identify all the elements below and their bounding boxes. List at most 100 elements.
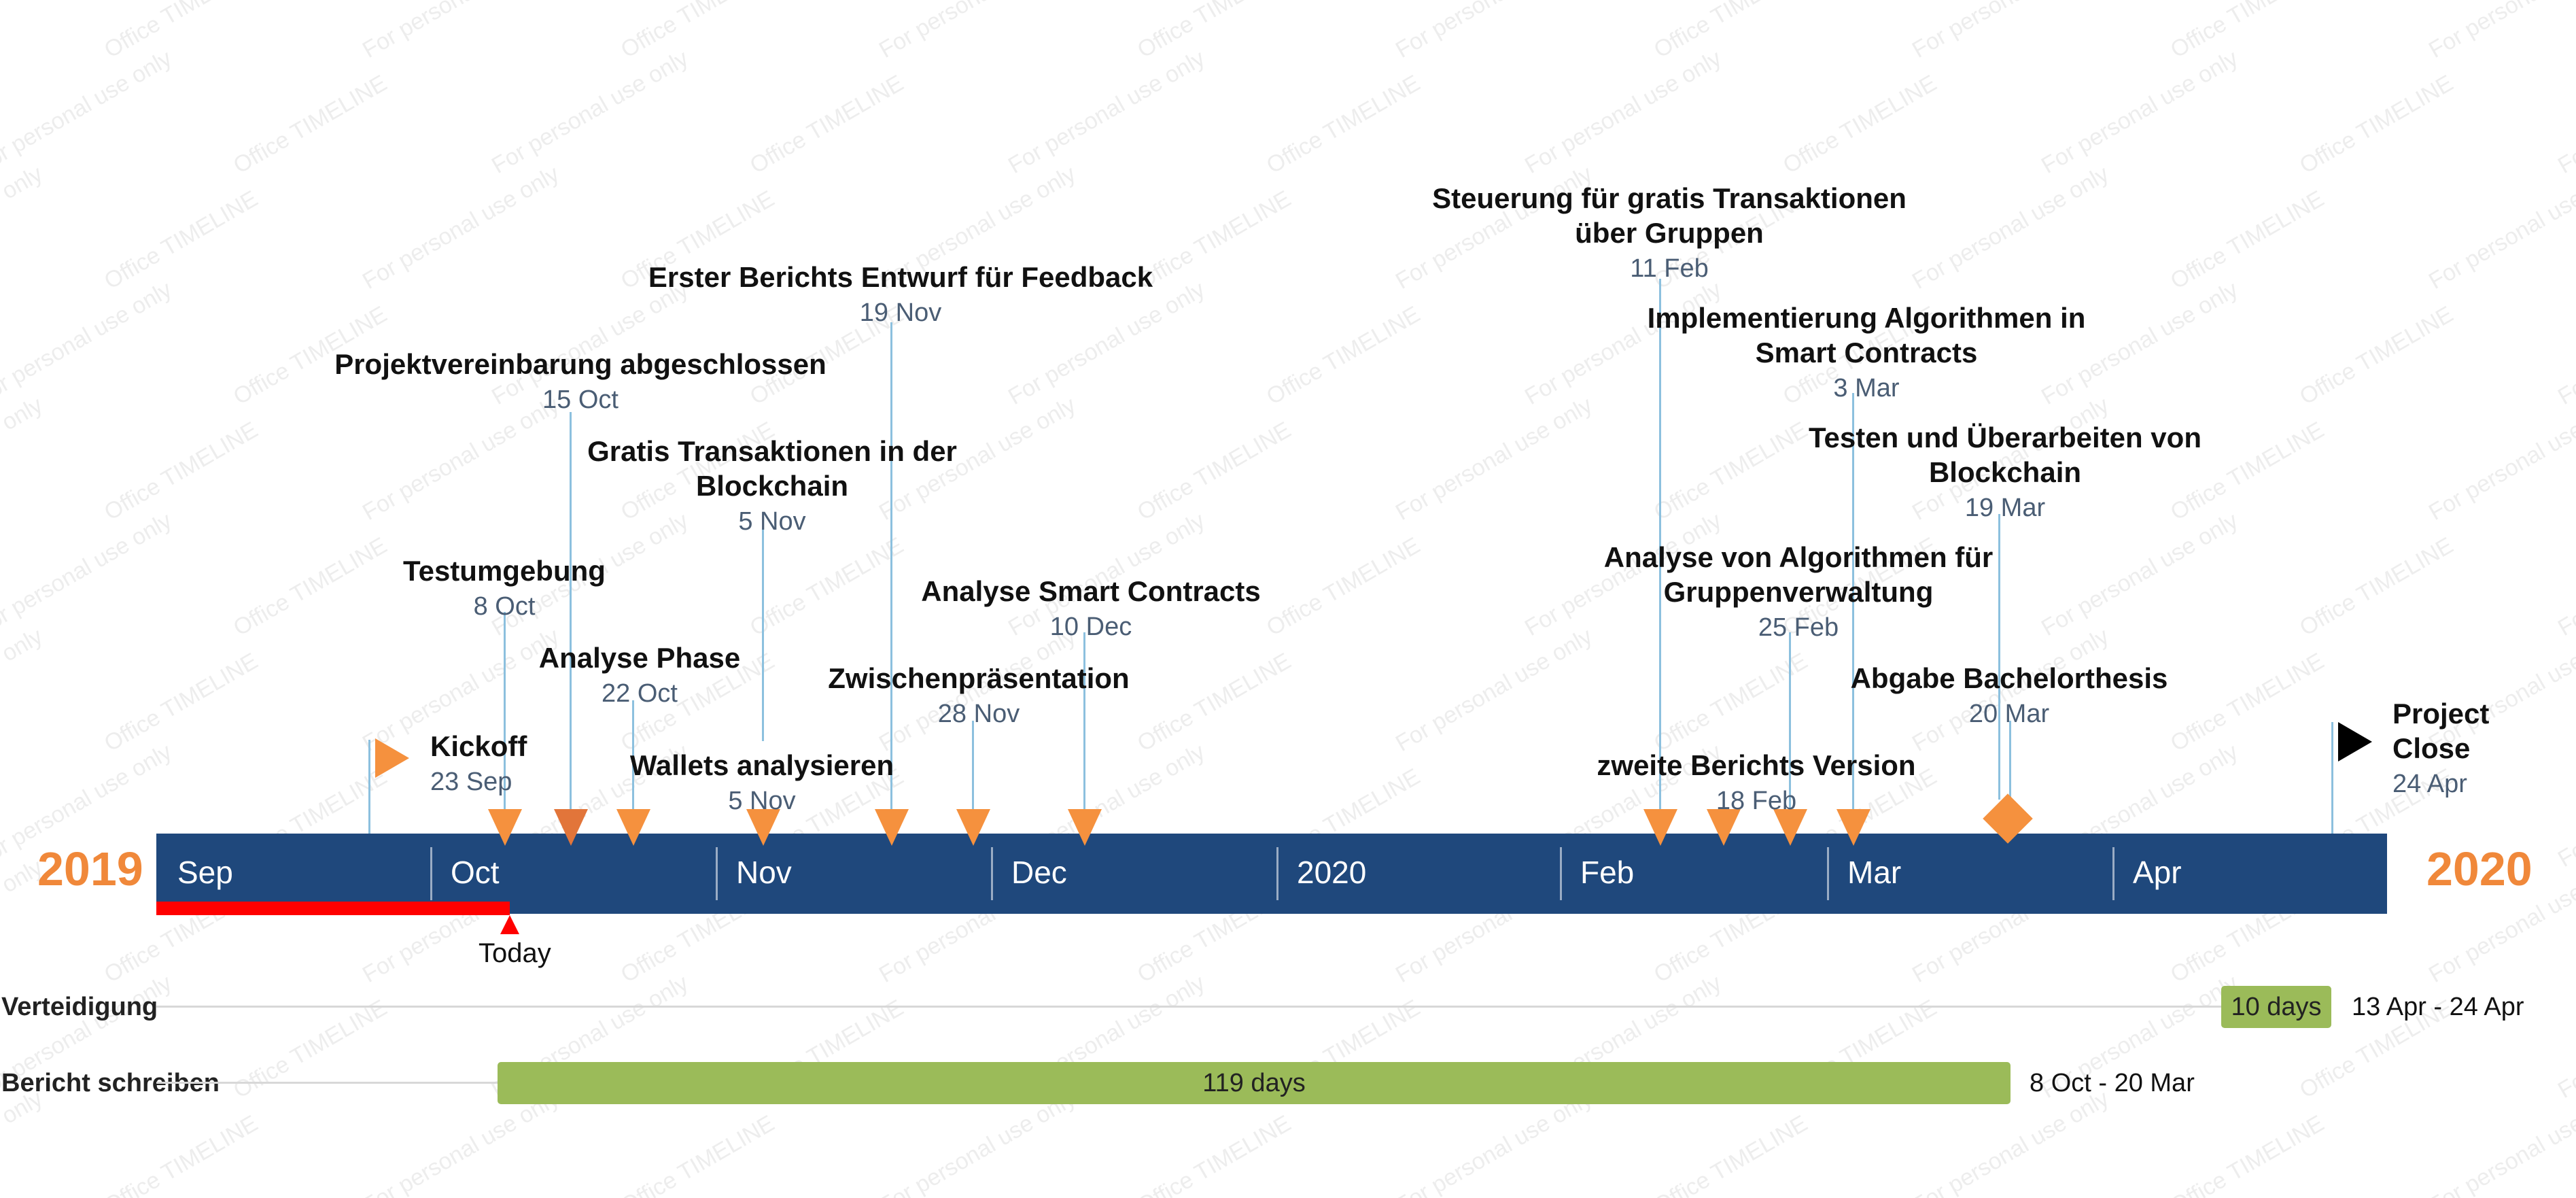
milestone-wallets-analysieren: Wallets analysieren 5 Nov xyxy=(592,748,932,817)
milestone-connector xyxy=(1083,632,1085,809)
milestone-connector xyxy=(1852,393,1854,809)
milestone-testen-ueberarbeiten: Testen und Überarbeiten von Blockchain 1… xyxy=(1767,420,2243,524)
milestone-analyse-algorithmen: Analyse von Algorithmen für Gruppenverwa… xyxy=(1561,540,2036,644)
month-label-2020: 2020 xyxy=(1297,855,1367,890)
month-label-nov: Nov xyxy=(736,855,792,890)
watermark-text: For personal use only xyxy=(1520,45,1726,179)
milestone-title: Abgabe Bachelorthesis xyxy=(1850,662,2168,694)
watermark-text: Office TIMELINE xyxy=(1779,70,1941,179)
milestone-connector xyxy=(2009,721,2011,800)
milestone-implementierung-algorithmen: Implementierung Algorithmen in Smart Con… xyxy=(1608,301,2125,405)
milestone-connector xyxy=(1789,632,1791,809)
watermark-text: Office TIMELINE xyxy=(1262,70,1425,179)
today-progress-bar xyxy=(156,902,510,915)
watermark-text: Office TIMELINE xyxy=(100,1110,262,1198)
milestone-triangle-icon xyxy=(1643,809,1677,846)
milestone-date: 11 Feb xyxy=(1630,254,1709,284)
month-separator xyxy=(716,847,718,900)
month-label-mar: Mar xyxy=(1847,855,1902,890)
milestone-title: Project Close xyxy=(2392,698,2490,765)
task-range-bericht-schreiben: 8 Oct - 20 Mar xyxy=(2030,1069,2195,1097)
milestone-date: 19 Nov xyxy=(859,298,942,328)
month-separator xyxy=(1276,847,1278,900)
watermark-text: For personal use only xyxy=(0,0,48,64)
watermark-text: Office TIMELINE xyxy=(229,70,391,179)
milestone-date: 20 Mar xyxy=(1968,700,2050,729)
watermark-text: Office TIMELINE xyxy=(2166,1110,2329,1198)
watermark-text: For personal use only xyxy=(1908,0,2114,64)
task-bar-bericht-schreiben: 119 days xyxy=(498,1062,2011,1104)
watermark-text: For personal use only xyxy=(2424,0,2576,64)
milestone-triangle-icon xyxy=(746,809,780,846)
month-separator xyxy=(1560,847,1562,900)
milestone-triangle-icon xyxy=(1837,809,1870,846)
watermark-text: Office TIMELINE xyxy=(616,1110,779,1198)
timescale-bar: Sep Oct Nov Dec 2020 Feb Mar Apr xyxy=(156,834,2387,914)
milestone-zweite-berichts-version: zweite Berichts Version 18 Feb xyxy=(1546,748,1967,817)
milestone-date: 15 Oct xyxy=(542,386,619,415)
watermark-text: Office TIMELINE xyxy=(1133,648,1295,757)
milestone-triangle-icon xyxy=(1068,809,1102,846)
today-marker-icon xyxy=(500,915,519,934)
task-name-verteidigung: Verteidigung xyxy=(1,993,158,1021)
watermark-text: Office TIMELINE xyxy=(100,186,262,294)
watermark-text: Office TIMELINE xyxy=(1262,301,1425,410)
watermark-text: For personal use only xyxy=(2424,1086,2576,1198)
milestone-steuerung-gruppen: Steuerung für gratis Transaktionen über … xyxy=(1397,181,1941,285)
milestone-connector xyxy=(1998,514,2000,800)
milestone-date: 18 Feb xyxy=(1716,787,1797,816)
watermark-text: For personal use only xyxy=(0,160,48,294)
milestone-connector xyxy=(504,612,506,809)
watermark-text: For personal use only xyxy=(2554,508,2576,641)
milestone-connector xyxy=(1659,279,1661,809)
watermark-text: Office TIMELINE xyxy=(100,417,262,526)
watermark-text: For personal use only xyxy=(2424,392,2576,526)
watermark-text: For personal use only xyxy=(358,160,564,294)
milestone-title: Erster Berichts Entwurf für Feedback xyxy=(648,261,1153,293)
milestone-title: Implementierung Algorithmen in Smart Con… xyxy=(1647,302,2086,369)
watermark-text: Office TIMELINE xyxy=(1133,0,1295,63)
watermark-text: For personal use only xyxy=(487,45,693,179)
watermark-text: For personal use only xyxy=(2424,161,2576,294)
watermark-text: Office TIMELINE xyxy=(229,995,391,1103)
watermark-text: For personal use only xyxy=(0,276,177,410)
kickoff-flag-icon xyxy=(375,738,409,778)
milestone-analyse-smart-contracts: Analyse Smart Contracts 10 Dec xyxy=(890,574,1291,643)
milestone-date: 19 Mar xyxy=(1964,494,2046,523)
milestone-title: zweite Berichts Version xyxy=(1597,749,1916,781)
watermark-text: Office TIMELINE xyxy=(746,70,908,179)
milestone-triangle-icon xyxy=(616,809,650,846)
project-close-flag-icon xyxy=(2338,722,2372,761)
month-separator xyxy=(991,847,993,900)
watermark-text: Office TIMELINE xyxy=(100,0,262,63)
month-separator xyxy=(1827,847,1829,900)
watermark-text: Office TIMELINE xyxy=(2295,70,2458,179)
milestone-connector xyxy=(632,700,634,809)
watermark-text: For personal use only xyxy=(1391,0,1597,64)
milestone-title: Testumgebung xyxy=(403,555,606,587)
milestone-date: 10 Dec xyxy=(1049,613,1132,642)
milestone-testumgebung: Testumgebung 8 Oct xyxy=(368,553,640,623)
month-label-oct: Oct xyxy=(451,855,500,890)
watermark-text: Office TIMELINE xyxy=(100,648,262,757)
watermark-text: Office TIMELINE xyxy=(229,532,391,641)
milestone-date: 3 Mar xyxy=(1833,374,1900,403)
milestone-connector xyxy=(762,529,764,741)
milestone-title: Analyse Smart Contracts xyxy=(921,575,1261,607)
milestone-gratis-transaktionen: Gratis Transaktionen in der Blockchain 5… xyxy=(534,434,1010,538)
milestone-connector xyxy=(368,740,370,834)
milestone-title: Testen und Überarbeiten von Blockchain xyxy=(1809,422,2201,489)
milestone-projektvereinbarung: Projektvereinbarung abgeschlossen 15 Oct xyxy=(275,347,886,416)
task-range-verteidigung: 13 Apr - 24 Apr xyxy=(2352,993,2524,1021)
month-label-apr: Apr xyxy=(2133,855,2182,890)
milestone-date: 22 Oct xyxy=(602,679,678,708)
milestone-date: 28 Nov xyxy=(937,700,1020,729)
watermark-text: For personal use only xyxy=(0,45,177,179)
milestone-date: 25 Feb xyxy=(1758,613,1839,643)
milestone-title: Kickoff xyxy=(430,730,527,762)
milestone-analyse-phase: Analyse Phase 22 Oct xyxy=(504,640,776,710)
task-track xyxy=(156,1082,499,1084)
milestone-title: Analyse von Algorithmen für Gruppenverwa… xyxy=(1603,541,1994,609)
watermark-text: Office TIMELINE xyxy=(1133,1110,1295,1198)
watermark-text: For personal use only xyxy=(2554,970,2576,1103)
